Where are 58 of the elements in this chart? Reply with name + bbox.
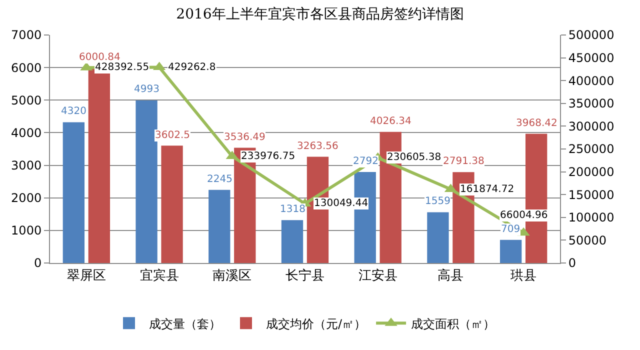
data-label: 428392.55: [95, 62, 150, 73]
data-label: 3968.42: [516, 118, 558, 129]
data-label: 3602.5: [155, 130, 190, 141]
x-tick-label: 珙县: [510, 268, 537, 284]
y-tick-label: 7000: [11, 28, 42, 42]
data-label: 4320: [61, 106, 86, 117]
x-tick-label: 南溪区: [212, 268, 252, 284]
legend-label: 成交面积（㎡）: [411, 316, 496, 331]
legend-label: 成交均价（元/㎡）: [266, 316, 366, 331]
data-label: 2791.38: [443, 156, 484, 167]
chart-title: 2016年上半年宜宾市各区县商品房签约详情图: [176, 6, 464, 23]
data-label: 3263.56: [297, 141, 338, 152]
data-label: 66004.96: [500, 210, 548, 221]
y2-tick-label: 450000: [568, 51, 614, 65]
data-label: 3536.49: [224, 132, 266, 143]
data-label: 2792: [353, 156, 378, 167]
y-tick-label: 6000: [11, 60, 42, 75]
y2-tick-label: 50000: [568, 233, 607, 248]
y2-tick-label: 300000: [568, 119, 614, 134]
x-tick-label: 高县: [438, 268, 464, 284]
x-tick-label: 长宁县: [286, 268, 324, 284]
bar: [281, 220, 304, 263]
y-tick-label: 3000: [11, 158, 42, 172]
y2-tick-label: 500000: [568, 28, 614, 42]
y2-tick-label: 350000: [568, 96, 614, 111]
y2-tick-label: 150000: [568, 188, 614, 202]
data-label: 429262.8: [168, 62, 216, 73]
bar: [161, 146, 183, 263]
data-label: 1559: [425, 196, 450, 207]
data-label: 6000.84: [79, 52, 120, 63]
y2-tick-label: 0: [568, 256, 576, 270]
y-tick-label: 2000: [11, 191, 42, 206]
y-tick-label: 4000: [11, 126, 42, 140]
y-tick-label: 1000: [11, 224, 42, 238]
y2-tick-label: 200000: [568, 165, 614, 179]
bar: [208, 190, 230, 263]
y2-tick-label: 100000: [568, 210, 614, 225]
data-label: 4993: [134, 84, 160, 95]
y2-tick-label: 400000: [568, 74, 614, 88]
data-label: 4026.34: [370, 116, 412, 127]
data-label: 230605.38: [387, 152, 442, 163]
y2-tick-label: 250000: [568, 142, 614, 156]
data-label: 1318: [280, 204, 306, 215]
bar: [500, 240, 522, 263]
data-label: 130049.44: [314, 198, 368, 209]
bar: [62, 122, 85, 263]
x-tick-label: 宜宾县: [140, 268, 179, 284]
bar: [427, 212, 449, 263]
data-label: 709: [501, 224, 520, 235]
y-tick-label: 5000: [11, 93, 42, 108]
data-label: 161874.72: [460, 184, 514, 195]
y-tick-label: 0: [34, 256, 42, 270]
data-label: 2245: [207, 174, 232, 185]
bar: [136, 100, 158, 263]
data-label: 233976.75: [241, 151, 296, 162]
legend-label: 成交量（套）: [149, 316, 221, 331]
x-tick-label: 江安县: [358, 268, 398, 284]
x-tick-label: 翠屏区: [66, 268, 106, 284]
